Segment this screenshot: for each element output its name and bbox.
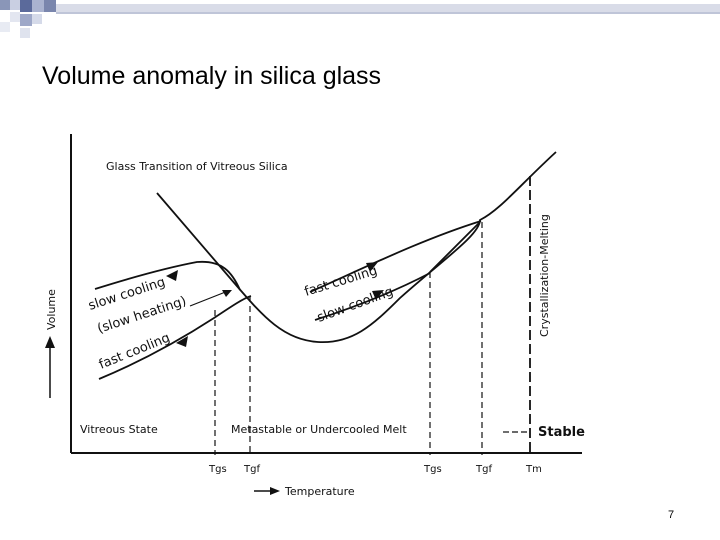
- slow-cooling-arrowhead-right: [372, 290, 384, 300]
- stable-label: Stable: [538, 425, 585, 440]
- fast-cooling-arrowhead-right: [366, 262, 378, 272]
- slow-cooling-arrowhead-left: [166, 270, 178, 281]
- slow-heating-arrow: [189, 290, 229, 307]
- slow-cooling-curve-left: [94, 260, 241, 291]
- fast-cooling-curve-right: [309, 220, 482, 293]
- tick-label-tgf-2: Tgf: [475, 464, 492, 475]
- slide-title: Volume anomaly in silica glass: [42, 62, 382, 90]
- crystallization-label: Crystallization-Melting: [538, 214, 551, 337]
- vitreous-state-label: Vitreous State: [80, 423, 158, 436]
- diagram-heading: Glass Transition of Vitreous Silica: [106, 160, 288, 173]
- tick-label-tgs-2: Tgs: [423, 464, 442, 475]
- x-axis-label: Temperature: [284, 485, 355, 498]
- x-axis-arrow: [254, 487, 280, 495]
- fast-cooling-arrowhead-left: [176, 336, 188, 347]
- y-axis-label: Volume: [45, 289, 58, 330]
- liquid-volume-line: [429, 221, 481, 273]
- decorative-header-bar: [0, 0, 720, 42]
- tick-label-tgf-1: Tgf: [243, 464, 260, 475]
- melt-volume-curve: [156, 151, 557, 343]
- y-axis-arrow: [45, 336, 55, 398]
- slow-cooling-curve-right: [314, 272, 431, 321]
- page-number: 7: [668, 509, 675, 521]
- metastable-label: Metastable or Undercooled Melt: [231, 423, 407, 436]
- tick-label-tgs-1: Tgs: [208, 464, 227, 475]
- slow-heating-arrowhead: [222, 290, 232, 297]
- fast-cooling-label-left: fast cooling: [97, 331, 172, 373]
- fast-cooling-curve-left: [98, 295, 252, 380]
- tick-label-tm: Tm: [525, 464, 542, 475]
